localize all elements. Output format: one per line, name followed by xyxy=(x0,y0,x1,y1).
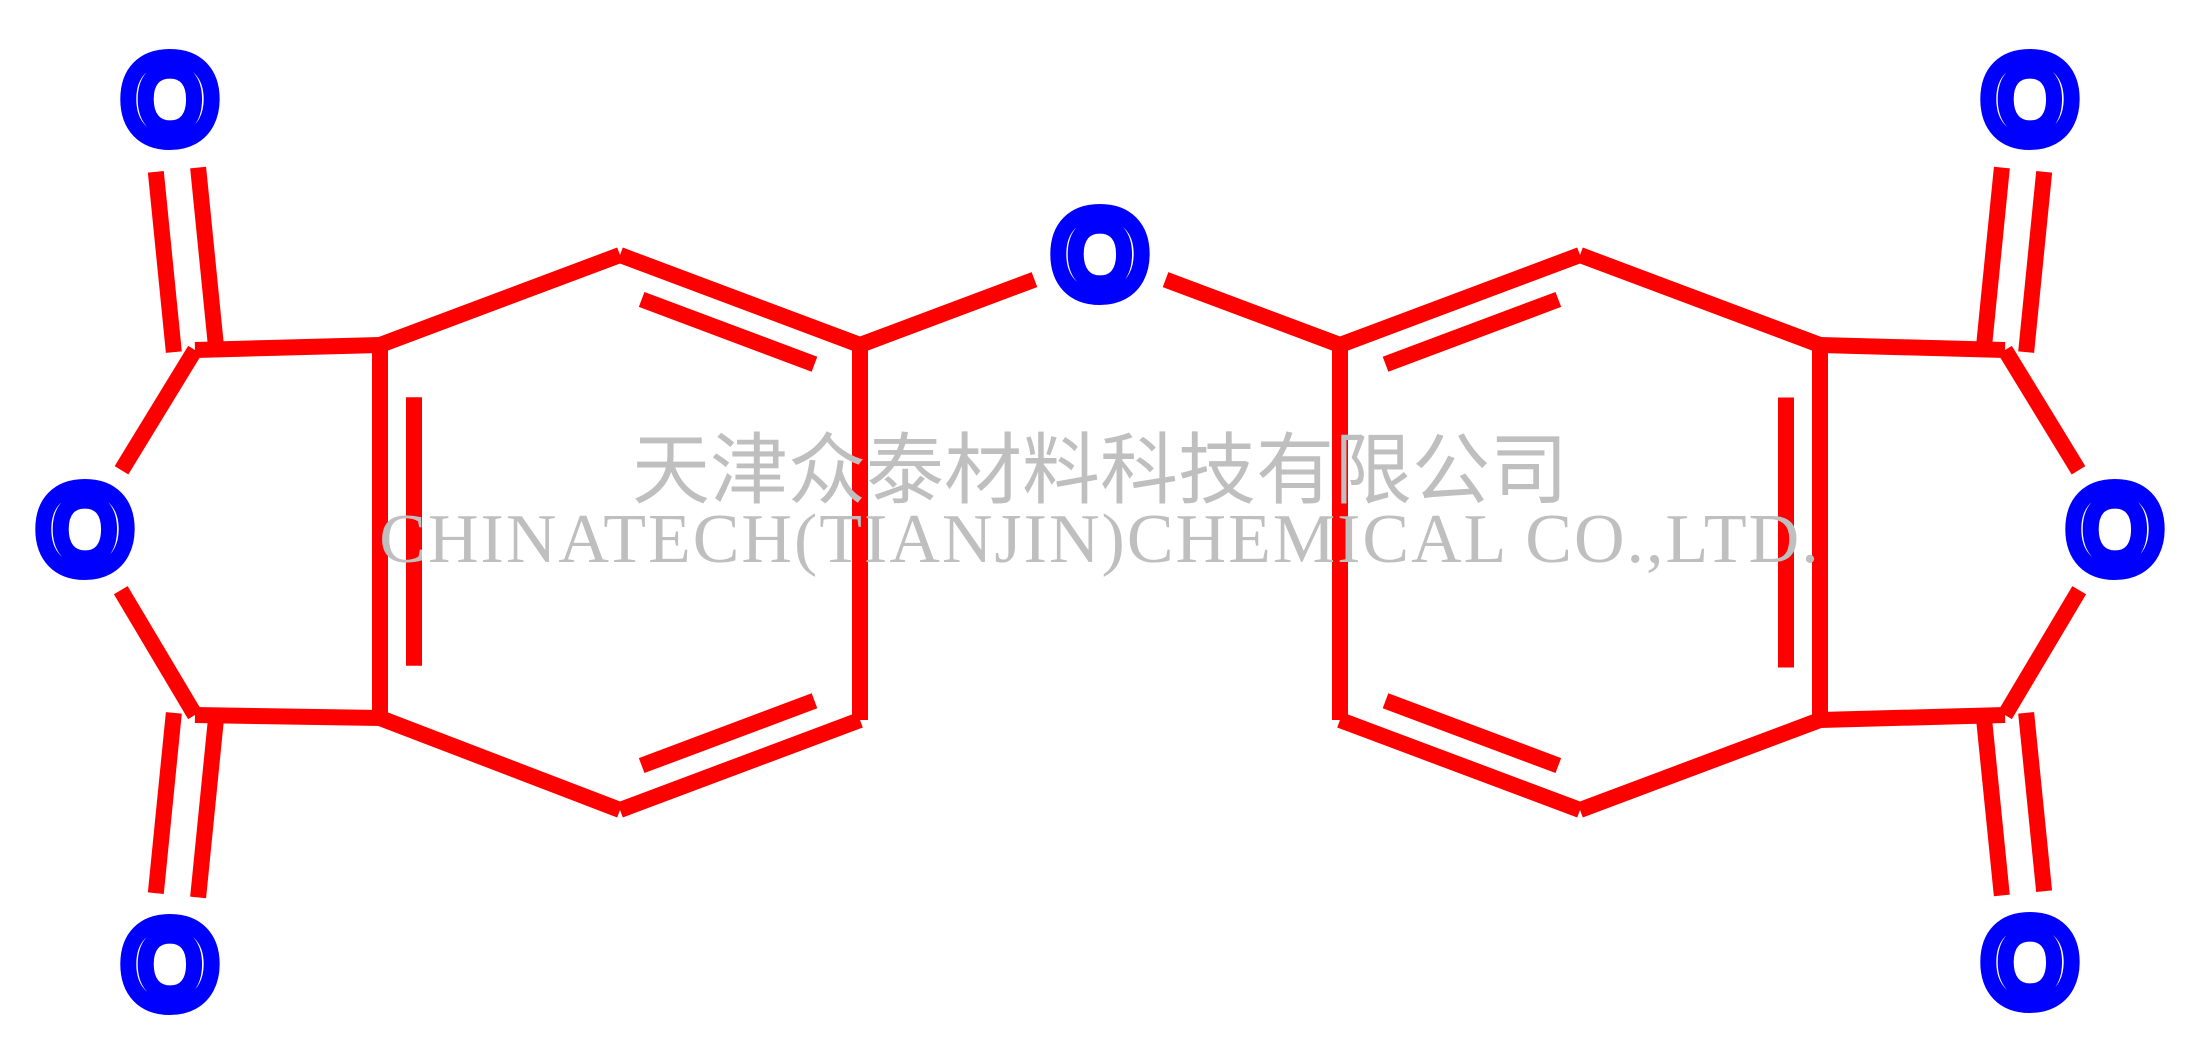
atom-O_center: O xyxy=(1053,188,1146,322)
atom-O_right_top: O xyxy=(1983,33,2076,167)
molecule-diagram: OOOOOOOOOOOOOO 天津众泰材料科技有限公司 CHINATECH(TI… xyxy=(0,0,2200,1063)
atom-O_left_bot: O xyxy=(123,898,216,1032)
watermark-line-2: CHINATECH(TIANJIN)CHEMICAL CO.,LTD. xyxy=(0,500,2200,580)
atom-O_left_top: O xyxy=(123,33,216,167)
atom-O_right_bot: O xyxy=(1983,896,2076,1030)
